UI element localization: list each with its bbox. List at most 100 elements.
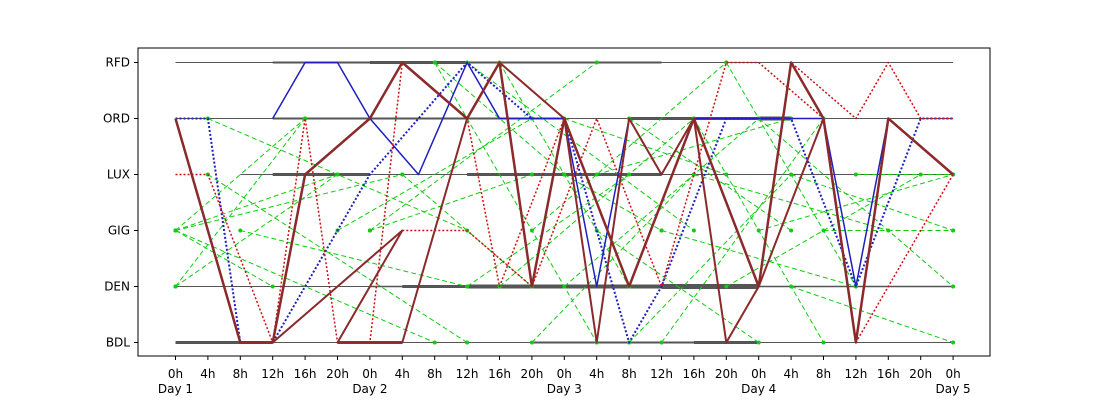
y-tick-label: ORD [103, 112, 130, 126]
candidate-route-line [434, 62, 565, 175]
x-tick-label: 20h [909, 367, 932, 381]
candidate-route-line [369, 62, 597, 231]
candidate-route-point [951, 340, 956, 345]
candidate-route-line [661, 118, 824, 343]
candidate-route-line [531, 174, 695, 343]
x-tick-label: 16h [294, 367, 317, 381]
series-layer [173, 60, 956, 345]
candidate-route-point [724, 60, 729, 65]
candidate-route-point [465, 340, 470, 345]
candidate-route-line [337, 118, 533, 231]
x-tick-label: 0h [751, 367, 766, 381]
candidate-route-point [951, 228, 956, 233]
candidate-route-point [465, 284, 470, 289]
y-tick-label: DEN [104, 280, 130, 294]
candidate-route-line [628, 118, 792, 231]
candidate-route-line [628, 174, 792, 343]
candidate-route-line [434, 62, 598, 343]
candidate-route-point [270, 284, 275, 289]
candidate-route-point [821, 340, 826, 345]
candidate-route-point [789, 228, 794, 233]
x-day-label: Day 2 [352, 382, 387, 396]
candidate-route-point [594, 172, 599, 177]
candidate-route-point [691, 228, 696, 233]
candidate-route-line [240, 230, 468, 287]
x-tick-label: 16h [877, 367, 900, 381]
candidate-route-line [175, 230, 435, 343]
candidate-route-line [596, 118, 792, 175]
candidate-route-line [693, 174, 889, 231]
x-tick-label: 8h [233, 367, 248, 381]
candidate-route-line [207, 174, 468, 343]
candidate-route-point [173, 228, 178, 233]
route-series-line [402, 61, 954, 344]
x-tick-label: 8h [427, 367, 442, 381]
x-tick-label: 8h [621, 367, 636, 381]
candidate-route-point [756, 340, 761, 345]
candidate-route-point [173, 284, 178, 289]
candidate-route-point [529, 172, 534, 177]
x-tick-label: 20h [520, 367, 543, 381]
candidate-route-point [529, 228, 534, 233]
candidate-route-point [821, 228, 826, 233]
candidate-route-point [529, 340, 534, 345]
x-tick-label: 20h [715, 367, 738, 381]
x-day-label: Day 4 [741, 382, 776, 396]
x-tick-label: 12h [650, 367, 673, 381]
candidate-route-line [466, 174, 630, 287]
x-day-label: Day 5 [936, 382, 971, 396]
candidate-route-line [401, 174, 533, 287]
candidate-route-point [951, 284, 956, 289]
candidate-route-line [175, 230, 273, 287]
x-tick-label: 0h [945, 367, 960, 381]
candidate-route-line [758, 118, 954, 287]
candidate-route-line [790, 174, 954, 231]
candidate-route-point [432, 60, 437, 65]
x-tick-label: 0h [362, 367, 377, 381]
x-tick-label: 4h [200, 367, 215, 381]
candidate-route-point [367, 228, 372, 233]
x-axis: 0h 4h 8h 12h 16h 20h 0h 4h 8h 12h 16h 20h 0h 4h 8h 12h 1… [158, 356, 971, 396]
x-tick-label: 4h [589, 367, 604, 381]
route-series-line [175, 61, 954, 344]
candidate-route-point [432, 340, 437, 345]
candidate-route-point [238, 228, 243, 233]
route-series-line [272, 61, 954, 288]
candidate-route-point [562, 172, 567, 177]
x-tick-label: 4h [783, 367, 798, 381]
candidate-route-point [789, 284, 794, 289]
candidate-route-line [758, 174, 954, 231]
candidate-route-point [594, 60, 599, 65]
candidate-route-point [724, 172, 729, 177]
candidate-route-line [369, 174, 533, 231]
x-tick-label: 16h [682, 367, 705, 381]
y-tick-label: BDL [106, 336, 130, 350]
candidate-route-point [659, 228, 664, 233]
candidate-route-line [564, 118, 727, 175]
candidate-route-point [756, 228, 761, 233]
candidate-route-line [661, 230, 857, 287]
y-tick-label: RFD [106, 56, 130, 70]
candidate-route-point [659, 340, 664, 345]
candidate-route-line [175, 174, 338, 231]
x-tick-label: 12h [261, 367, 284, 381]
candidate-route-line [175, 174, 403, 231]
x-tick-label: 0h [168, 367, 183, 381]
x-tick-label: 8h [816, 367, 831, 381]
candidate-route-line [175, 118, 306, 287]
x-tick-label: 12h [456, 367, 479, 381]
candidate-route-point [724, 284, 729, 289]
x-tick-label: 16h [488, 367, 511, 381]
candidate-route-point [335, 172, 340, 177]
candidate-route-line [596, 230, 759, 343]
candidate-route-point [303, 116, 308, 121]
candidate-route-point [562, 284, 567, 289]
x-day-label: Day 1 [158, 382, 193, 396]
candidate-route-point [400, 172, 405, 177]
candidate-route-line [175, 174, 338, 287]
x-tick-label: 4h [395, 367, 410, 381]
candidate-route-line [175, 118, 306, 231]
x-tick-label: 20h [326, 367, 349, 381]
